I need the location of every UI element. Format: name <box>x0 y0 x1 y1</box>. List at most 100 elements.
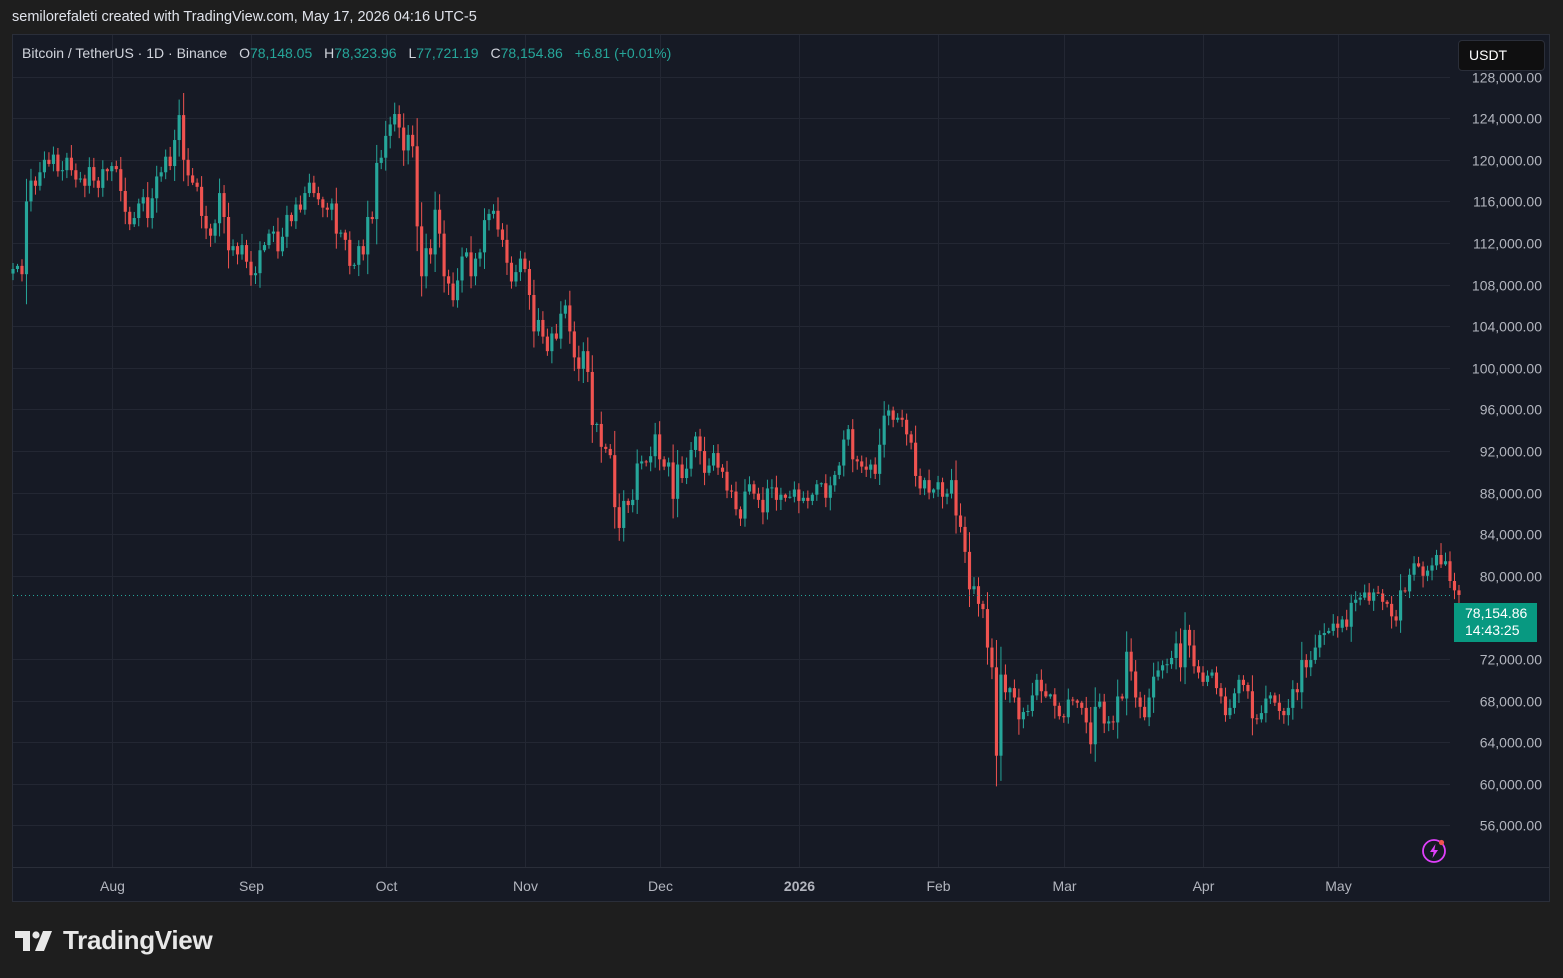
candle-body <box>307 182 311 194</box>
candle-body <box>267 233 271 246</box>
price-axis-label: 84,000.00 <box>1480 527 1542 543</box>
candle-body <box>756 493 761 500</box>
price-axis-label: 128,000.00 <box>1472 70 1542 86</box>
candle-body <box>720 467 725 472</box>
price-axis-label: 116,000.00 <box>1473 194 1542 210</box>
candle-body <box>644 461 648 463</box>
candle-body <box>909 434 913 443</box>
candle-body <box>851 429 855 460</box>
candle-body <box>393 114 397 125</box>
candle-body <box>60 170 64 172</box>
candle-body <box>671 462 675 499</box>
candle-body <box>1214 672 1219 689</box>
candle-body <box>357 246 361 265</box>
candle-body <box>1376 592 1380 594</box>
open-label: O <box>239 45 250 61</box>
candle-body <box>164 156 168 173</box>
candle-body <box>1425 570 1430 576</box>
candle-body <box>240 245 244 255</box>
candle-body <box>541 319 545 337</box>
candle-body <box>442 233 446 277</box>
candle-body <box>119 169 123 191</box>
candle-body <box>150 198 154 219</box>
candle-body <box>1120 696 1124 699</box>
candle-body <box>900 417 904 420</box>
candle-body <box>1161 665 1165 671</box>
candle-body <box>1210 672 1214 676</box>
candle-body <box>1183 629 1187 668</box>
candle-body <box>640 461 644 464</box>
candle-body <box>473 258 478 277</box>
candle-body <box>226 217 231 251</box>
candle-body <box>56 154 60 172</box>
candle-body <box>536 319 540 332</box>
candle-body <box>155 176 159 199</box>
candle-body <box>1062 716 1066 718</box>
candle-body <box>945 493 949 497</box>
candle-body <box>1075 700 1079 703</box>
price-axis-label: 124,000.00 <box>1472 111 1542 127</box>
candle-body <box>550 333 554 352</box>
candle-body <box>29 180 33 202</box>
candle-body <box>1434 555 1439 566</box>
candle-body <box>397 114 401 128</box>
candle-body <box>1354 599 1358 603</box>
candle-body <box>384 135 388 158</box>
candle-body <box>581 351 585 369</box>
candle-body <box>837 465 841 475</box>
candle-body <box>1331 623 1335 631</box>
candle-body <box>869 464 873 470</box>
candle-body <box>873 464 877 474</box>
candle-body <box>433 209 437 255</box>
candle-body <box>936 482 940 490</box>
candle-body <box>1399 590 1403 621</box>
candle-body <box>1170 657 1174 665</box>
candle-body <box>1385 601 1389 604</box>
candle-body <box>1412 563 1416 575</box>
candle-body <box>1237 679 1241 694</box>
candle-body <box>1322 633 1326 636</box>
candle-body <box>1196 666 1201 673</box>
price-axis-label: 92,000.00 <box>1480 444 1542 460</box>
candle-body <box>146 197 150 219</box>
candle-body <box>1044 691 1048 697</box>
candle-body <box>361 246 365 255</box>
candle-body <box>464 252 469 257</box>
price-axis-label: 60,000.00 <box>1480 777 1542 793</box>
candle-body <box>1178 643 1183 668</box>
candle-body <box>182 115 186 160</box>
candle-body <box>1008 688 1012 693</box>
candle-body <box>1187 629 1192 646</box>
candle-body <box>500 229 505 240</box>
candle-body <box>491 210 496 214</box>
candle-body <box>545 336 549 352</box>
candle-body <box>209 228 213 236</box>
candle-body <box>20 265 24 275</box>
low-label: L <box>408 45 417 61</box>
candle-body <box>833 474 837 486</box>
last-price-label: 78,154.86 14:43:25 <box>1454 603 1537 642</box>
candle-body <box>1026 711 1030 713</box>
candle-body <box>177 115 181 141</box>
candle-body <box>105 169 109 172</box>
symbol-label[interactable]: Bitcoin / TetherUS · 1D · Binance <box>22 45 228 61</box>
candle-body <box>729 490 734 492</box>
candle-body <box>33 180 38 186</box>
lightning-icon[interactable] <box>1420 837 1448 865</box>
currency-selector[interactable]: USDT <box>1458 40 1545 71</box>
chart-frame[interactable] <box>12 34 1550 902</box>
close-label: C <box>490 45 501 61</box>
candle-body <box>47 159 51 164</box>
candle-body <box>366 217 370 255</box>
candle-body <box>298 204 302 210</box>
candle-body <box>1219 688 1223 697</box>
candle-body <box>999 674 1003 756</box>
candle-body <box>280 236 285 252</box>
candle-body <box>438 209 442 234</box>
candle-body <box>1152 676 1156 698</box>
candle-body <box>1084 707 1088 723</box>
candle-body <box>514 272 518 282</box>
candle-body <box>253 273 258 276</box>
candle-body <box>249 261 253 276</box>
